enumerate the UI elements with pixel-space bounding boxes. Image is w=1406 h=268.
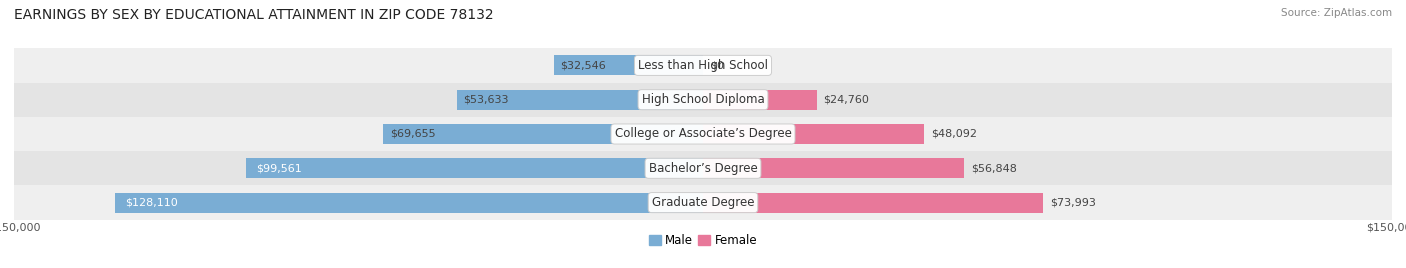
Bar: [246, 158, 703, 178]
Text: Less than High School: Less than High School: [638, 59, 768, 72]
Text: College or Associate’s Degree: College or Associate’s Degree: [614, 128, 792, 140]
Text: High School Diploma: High School Diploma: [641, 93, 765, 106]
Bar: [14, 151, 1392, 185]
Text: $32,546: $32,546: [561, 60, 606, 70]
Bar: [14, 185, 1392, 220]
Bar: [554, 55, 703, 75]
Text: Source: ZipAtlas.com: Source: ZipAtlas.com: [1281, 8, 1392, 18]
Text: $48,092: $48,092: [931, 129, 977, 139]
Bar: [14, 48, 1392, 83]
Bar: [14, 117, 1392, 151]
Text: $128,110: $128,110: [125, 198, 177, 208]
Text: $69,655: $69,655: [389, 129, 436, 139]
Text: Graduate Degree: Graduate Degree: [652, 196, 754, 209]
Bar: [115, 193, 703, 213]
Text: $56,848: $56,848: [972, 163, 1017, 173]
Bar: [457, 90, 703, 110]
Text: Bachelor’s Degree: Bachelor’s Degree: [648, 162, 758, 175]
Legend: Male, Female: Male, Female: [644, 229, 762, 252]
Bar: [382, 124, 703, 144]
Text: $24,760: $24,760: [824, 95, 869, 105]
Bar: [703, 193, 1043, 213]
Text: $73,993: $73,993: [1050, 198, 1095, 208]
Text: $0: $0: [710, 60, 724, 70]
Bar: [703, 158, 965, 178]
Text: $99,561: $99,561: [256, 163, 302, 173]
Bar: [14, 83, 1392, 117]
Text: EARNINGS BY SEX BY EDUCATIONAL ATTAINMENT IN ZIP CODE 78132: EARNINGS BY SEX BY EDUCATIONAL ATTAINMEN…: [14, 8, 494, 22]
Text: $53,633: $53,633: [464, 95, 509, 105]
Bar: [703, 90, 817, 110]
Bar: [703, 124, 924, 144]
